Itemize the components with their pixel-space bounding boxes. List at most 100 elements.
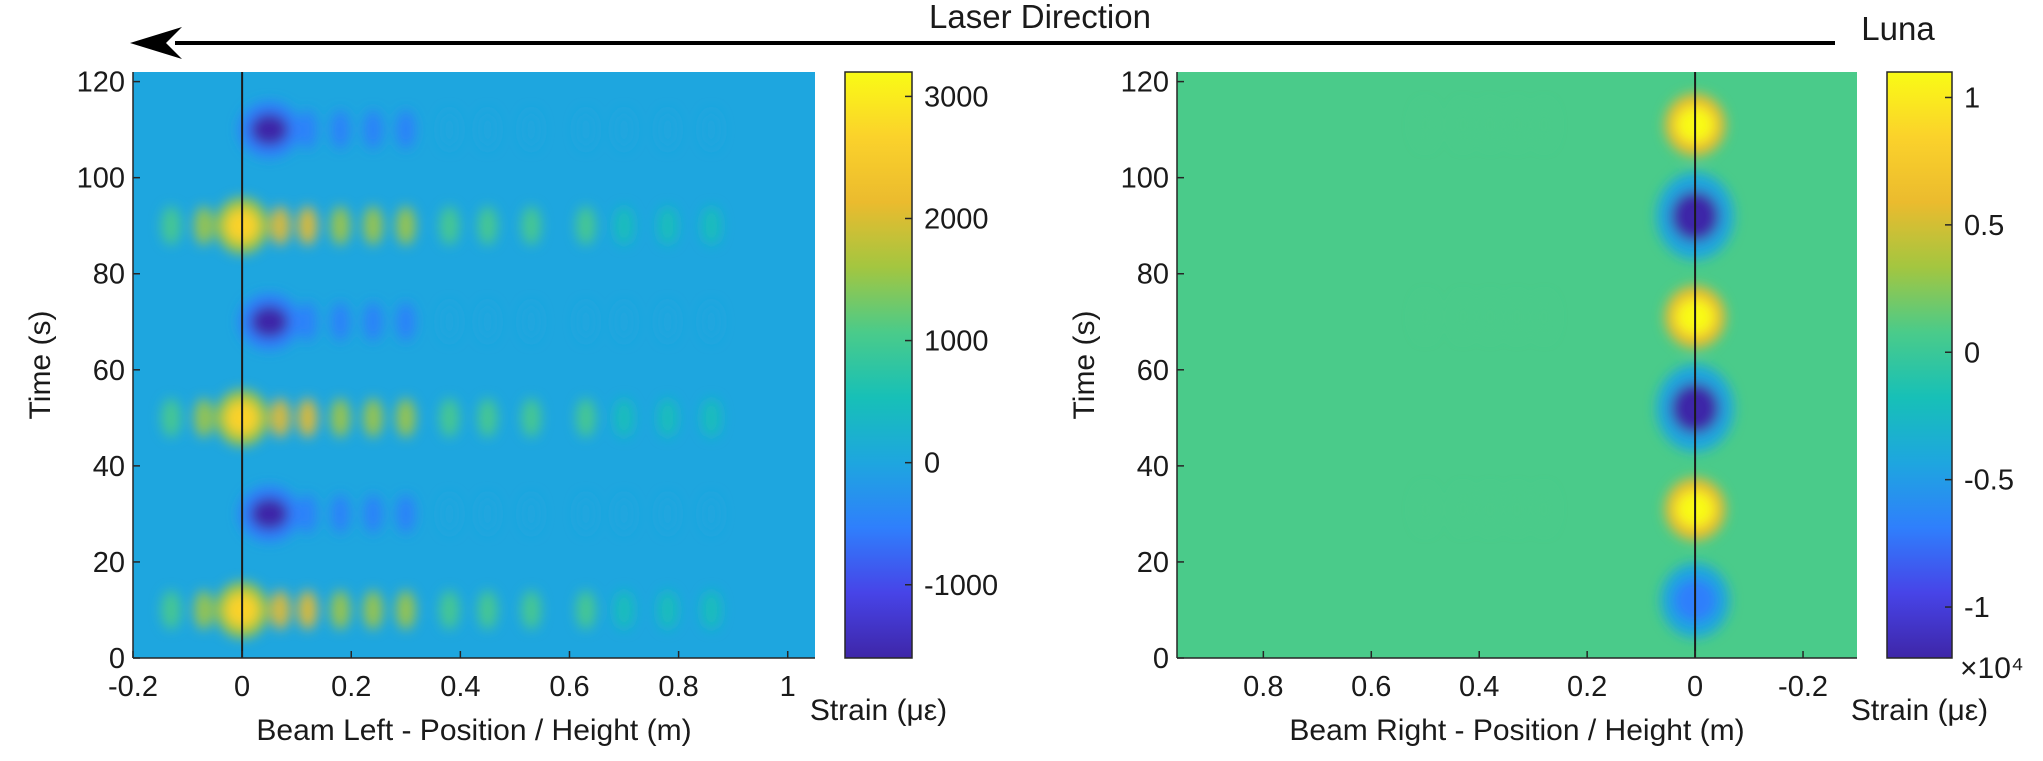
heatmap-echo-blob	[657, 398, 678, 438]
y-tick-label: 60	[1137, 355, 1169, 387]
heatmap-echo-blob	[521, 206, 542, 246]
x-tick-label: 0	[234, 671, 250, 703]
heatmap-echo-blob	[363, 110, 383, 150]
heatmap-echo-blob	[477, 398, 498, 438]
heatmap-echo-blob	[576, 110, 596, 150]
heatmap-echo-blob	[576, 590, 596, 630]
heatmap-echo-blob	[161, 398, 182, 438]
colorbar-tick-label: 0.5	[1964, 210, 2004, 242]
heatmap-echo-blob	[395, 590, 416, 630]
x-axis-label: Beam Right - Position / Height (m)	[1289, 714, 1744, 747]
x-tick-label: 0.6	[549, 671, 589, 703]
heatmap-echo-blob	[1534, 295, 1554, 339]
heatmap-echo-blob	[576, 206, 596, 246]
heatmap-echo-blob	[657, 302, 678, 342]
heatmap-echo-blob	[161, 590, 182, 630]
heatmap-echo-blob	[439, 494, 460, 534]
x-tick-label: 0.4	[440, 671, 480, 703]
colorbar-tick-label: 0	[924, 448, 940, 480]
y-tick-label: 0	[109, 643, 125, 675]
x-tick-label: 0.8	[1243, 671, 1283, 703]
y-tick-label: 60	[93, 355, 125, 387]
x-tick-label: -0.2	[1778, 671, 1828, 703]
heatmap-echo-blob	[1480, 295, 1500, 339]
heatmap-echo-blob	[1453, 103, 1473, 147]
right-beam-plot: 0.8 0.6 0.4 0.2 0 -0.2 0 20 40 60 80 100 120 Beam Rig…	[1068, 67, 2024, 747]
heatmap-echo-blob	[194, 398, 214, 438]
heatmap-echo-blob	[521, 494, 542, 534]
instrument-label: Luna	[1861, 10, 1935, 47]
heatmap-echo-blob	[1480, 103, 1500, 147]
heatmap-echo-blob	[477, 110, 498, 150]
heatmap-echo-blob	[439, 302, 460, 342]
heatmap-echo-blob	[297, 110, 318, 150]
y-tick-label: 20	[1137, 547, 1169, 579]
heatmap-echo-blob	[657, 206, 678, 246]
y-tick-label: 100	[77, 163, 125, 195]
x-tick-label: 0.8	[658, 671, 698, 703]
heatmap-echo-blob	[330, 206, 351, 246]
heatmap-echo-blob	[395, 110, 416, 150]
x-axis-label: Beam Left - Position / Height (m)	[256, 714, 691, 747]
y-tick-label: 20	[93, 547, 125, 579]
y-axis-label: Time (s)	[24, 311, 57, 420]
heatmap-echo-blob	[1415, 295, 1435, 339]
x-tick-label: 0	[1687, 671, 1703, 703]
heatmap-echo-blob	[330, 494, 351, 534]
heatmap-echo-blob	[701, 494, 722, 534]
heatmap-echo-blob	[701, 110, 722, 150]
heatmap-echo-blob	[363, 206, 383, 246]
heatmap-echo-blob	[657, 110, 678, 150]
heatmap-blob-core	[250, 497, 289, 531]
colorbar-tick-label: 2000	[924, 204, 989, 236]
colorbar-label: Strain (με)	[1851, 694, 1988, 727]
heatmap-echo-blob	[330, 302, 351, 342]
heatmap-echo-blob	[701, 206, 722, 246]
y-tick-label: 80	[93, 259, 125, 291]
heatmap-echo-blob	[701, 302, 722, 342]
heatmap-echo-blob	[363, 590, 383, 630]
heatmap-echo-blob	[701, 398, 722, 438]
heatmap-echo-blob	[614, 110, 634, 150]
colorbar	[1886, 71, 1953, 659]
y-tick-label: 0	[1153, 643, 1169, 675]
colorbar-exponent: ×10⁴	[1960, 652, 2024, 685]
heatmap-echo-blob	[439, 590, 460, 630]
heatmap-blob-core	[250, 113, 289, 146]
heatmap-echo-blob	[363, 494, 383, 534]
heatmap-echo-blob	[270, 590, 291, 630]
laser-direction-arrowhead-icon	[130, 27, 182, 59]
heatmap-echo-blob	[395, 206, 416, 246]
heatmap-echo-blob	[395, 494, 416, 534]
heatmap-echo-blob	[1507, 295, 1527, 339]
heatmap-echo-blob	[439, 398, 460, 438]
heatmap-echo-blob	[614, 206, 634, 246]
heatmap-echo-blob	[1507, 487, 1527, 531]
heatmap-echo-blob	[576, 398, 596, 438]
colorbar-tick-label: 3000	[924, 81, 989, 113]
heatmap-echo-blob	[1415, 487, 1435, 531]
heatmap-echo-blob	[439, 110, 460, 150]
colorbar-tick-label: 1	[1964, 82, 1980, 114]
colorbar-tick-label: -0.5	[1964, 465, 2014, 497]
heatmap-echo-blob	[1534, 487, 1554, 531]
heatmap-echo-blob	[194, 206, 214, 246]
heatmap-echo-blob	[1453, 487, 1473, 531]
heatmap-echo-blob	[297, 302, 318, 342]
heatmap-echo-blob	[701, 590, 722, 630]
heatmap-echo-blob	[477, 302, 498, 342]
heatmap-echo-blob	[330, 590, 351, 630]
heatmap-echo-blob	[657, 590, 678, 630]
heatmap-echo-blob	[363, 398, 383, 438]
heatmap-echo-blob	[395, 398, 416, 438]
colorbar	[844, 71, 913, 659]
heatmap-echo-blob	[363, 302, 383, 342]
heatmap-echo-blob	[297, 494, 318, 534]
x-tick-label: 0.4	[1459, 671, 1499, 703]
y-axis-label: Time (s)	[1068, 311, 1101, 420]
heatmap-background	[133, 72, 815, 658]
heatmap-echo-blob	[1534, 103, 1554, 147]
heatmap-echo-blob	[1480, 487, 1500, 531]
